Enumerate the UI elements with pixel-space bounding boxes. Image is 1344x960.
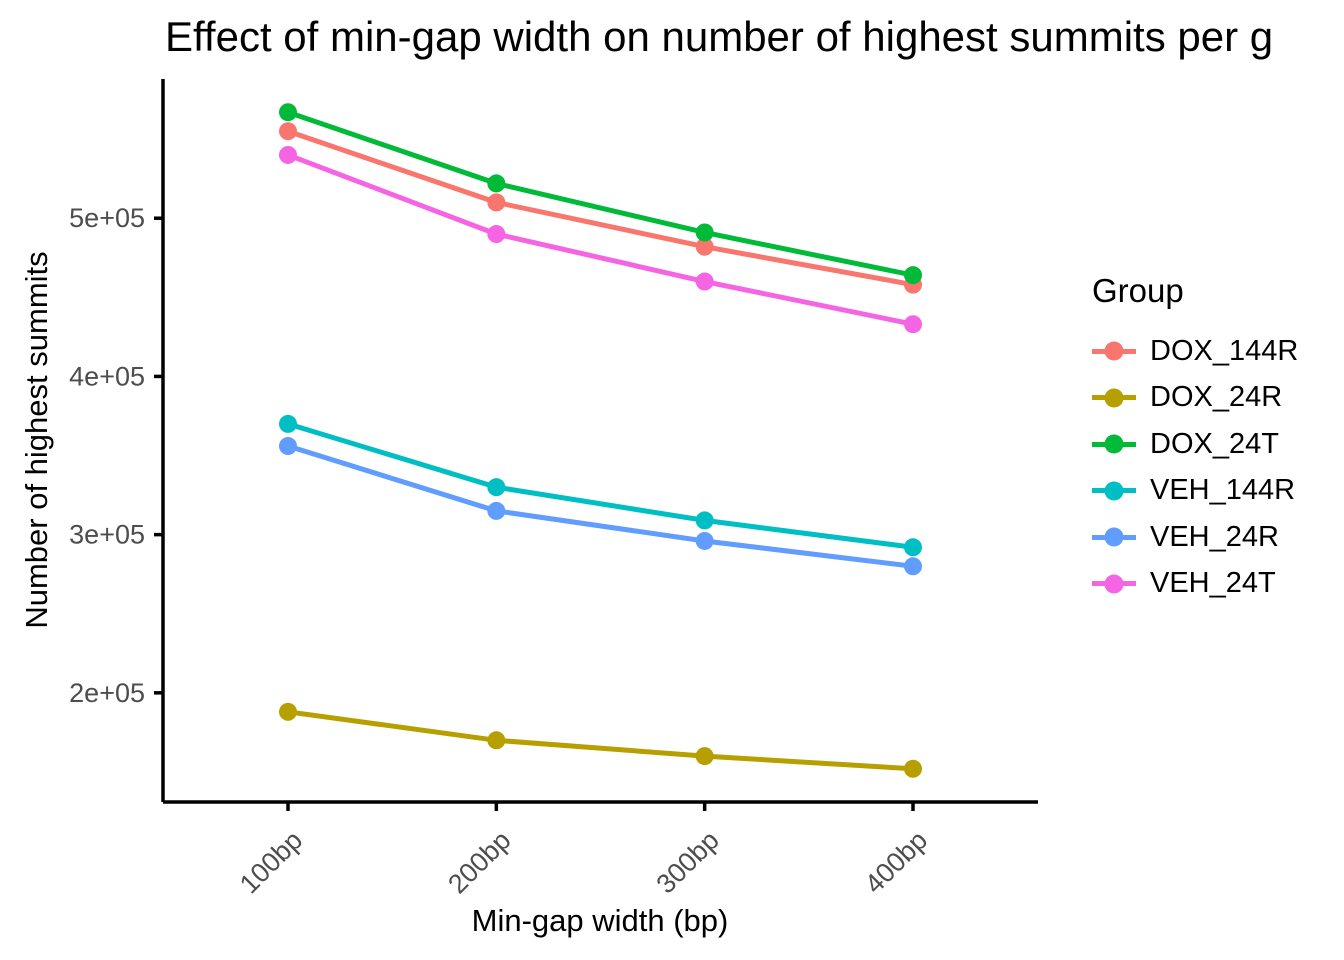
legend-label: DOX_24R — [1150, 381, 1283, 414]
data-point-DOX_24R-200bp — [487, 731, 506, 750]
data-point-VEH_144R-200bp — [487, 478, 506, 497]
legend-key-icon — [1092, 341, 1136, 361]
legend-key-icon — [1092, 574, 1136, 594]
legend-key-icon — [1092, 481, 1136, 501]
legend-label: DOX_24T — [1150, 427, 1279, 460]
data-point-VEH_24R-300bp — [695, 531, 714, 550]
data-point-DOX_24R-300bp — [695, 747, 714, 766]
data-point-VEH_24R-200bp — [487, 501, 506, 520]
legend-item-VEH_144R: VEH_144R — [1092, 468, 1298, 515]
legend-key-point — [1104, 574, 1124, 594]
legend-key-point — [1104, 481, 1124, 501]
data-point-VEH_144R-100bp — [279, 414, 297, 433]
series-line-DOX_24R — [285, 709, 916, 772]
data-point-DOX_24T-100bp — [279, 103, 297, 122]
data-point-VEH_144R-300bp — [695, 511, 714, 530]
legend-key-point — [1104, 388, 1124, 408]
series-line-VEH_24T — [285, 152, 916, 327]
data-point-VEH_144R-400bp — [904, 538, 922, 557]
legend-items: DOX_144R DOX_24R DOX_24T VEH_144R VEH_24R VEH… — [1092, 328, 1298, 607]
x-tick-label: 100bp — [234, 825, 308, 899]
legend-label: VEH_144R — [1150, 474, 1296, 507]
x-tick-label: 200bp — [442, 825, 516, 899]
legend-item-DOX_24R: DOX_24R — [1092, 375, 1298, 422]
data-point-DOX_144R-100bp — [279, 122, 297, 141]
legend-key-point — [1104, 341, 1124, 361]
legend-label: DOX_144R — [1150, 334, 1299, 367]
y-tick-label: 4e+05 — [69, 361, 145, 391]
legend-key-icon — [1092, 434, 1136, 454]
legend-key-icon — [1092, 388, 1136, 408]
series-line-DOX_144R — [285, 128, 916, 288]
data-point-VEH_24T-300bp — [695, 272, 714, 291]
series-line-VEH_144R — [285, 421, 916, 550]
x-axis-title: Min-gap width (bp) — [471, 903, 729, 938]
data-point-DOX_24T-200bp — [487, 174, 506, 193]
data-point-DOX_24R-400bp — [904, 759, 922, 778]
data-point-VEH_24R-100bp — [279, 437, 297, 456]
data-point-DOX_144R-300bp — [695, 237, 714, 256]
y-tick-label: 3e+05 — [69, 520, 145, 550]
legend-item-VEH_24R: VEH_24R — [1092, 514, 1298, 561]
y-tick-label: 2e+05 — [69, 678, 145, 708]
legend-item-VEH_24T: VEH_24T — [1092, 561, 1298, 608]
y-tick-label: 5e+05 — [69, 203, 145, 233]
data-point-VEH_24T-100bp — [279, 145, 297, 164]
legend-item-DOX_144R: DOX_144R — [1092, 328, 1298, 375]
data-point-DOX_144R-200bp — [487, 193, 506, 212]
data-point-DOX_24T-400bp — [904, 266, 922, 285]
data-point-DOX_24R-100bp — [279, 702, 297, 721]
x-tick-label: 400bp — [859, 825, 933, 899]
series-line-DOX_24T — [285, 109, 916, 278]
legend-label: VEH_24T — [1150, 567, 1276, 600]
data-point-DOX_24T-300bp — [695, 223, 714, 242]
legend-label: VEH_24R — [1150, 520, 1279, 553]
legend-key-point — [1104, 434, 1124, 454]
x-tick-label: 300bp — [651, 825, 725, 899]
data-point-VEH_24T-400bp — [904, 315, 922, 334]
legend-title: Group — [1092, 272, 1184, 309]
legend-key-icon — [1092, 527, 1136, 547]
data-point-VEH_24T-200bp — [487, 225, 506, 244]
series-line-VEH_24R — [285, 443, 916, 569]
data-point-VEH_24R-400bp — [904, 557, 922, 576]
legend-key-point — [1104, 527, 1124, 547]
chart-title: Effect of min-gap width on number of hig… — [165, 13, 1274, 60]
legend: Group DOX_144R DOX_24R DOX_24T VEH_144R VEH_… — [1092, 272, 1298, 607]
legend-item-DOX_24T: DOX_24T — [1092, 421, 1298, 468]
